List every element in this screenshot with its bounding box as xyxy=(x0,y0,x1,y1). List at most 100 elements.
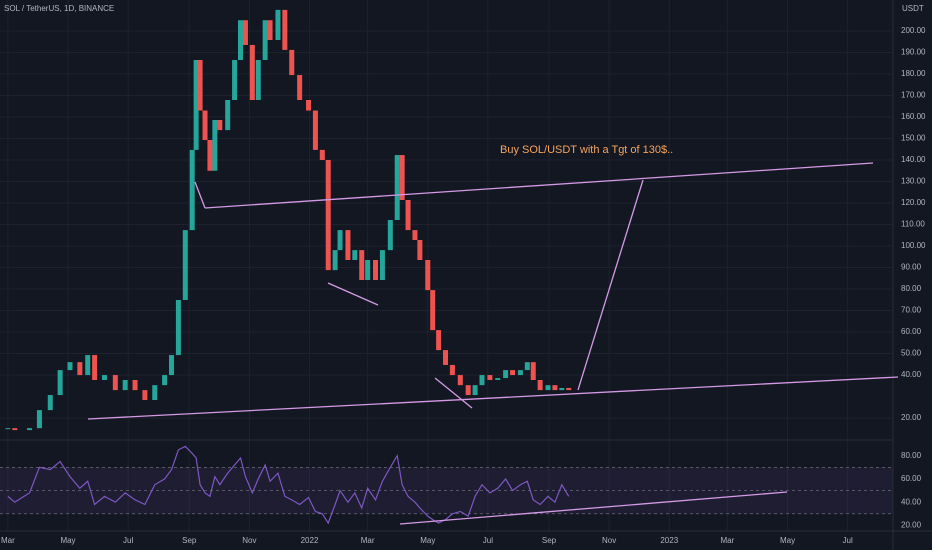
candle xyxy=(255,60,261,100)
y-tick-label: 160.00 xyxy=(901,112,926,121)
y-tick-label: 80.00 xyxy=(901,284,922,293)
x-tick-label: May xyxy=(780,536,795,545)
candle xyxy=(189,149,195,231)
x-tick-label: Sep xyxy=(182,536,197,545)
candle xyxy=(207,140,213,171)
x-tick-label: May xyxy=(420,536,435,545)
y-tick-label: 140.00 xyxy=(901,155,926,164)
candle xyxy=(552,385,558,391)
candle xyxy=(306,100,312,111)
x-tick-label: Jul xyxy=(843,536,853,545)
candle xyxy=(36,410,42,429)
candle xyxy=(217,120,223,131)
y-tick-label: 100.00 xyxy=(901,241,926,250)
candle xyxy=(27,428,33,431)
x-tick-label: 2022 xyxy=(301,536,319,545)
x-tick-label: Sep xyxy=(542,536,557,545)
candle xyxy=(443,350,449,365)
plot xyxy=(5,9,572,525)
x-tick-label: Mar xyxy=(721,536,735,545)
candle xyxy=(524,362,530,371)
candle xyxy=(559,387,565,391)
candle xyxy=(85,355,91,376)
candle xyxy=(479,375,485,386)
candle xyxy=(545,385,551,391)
y-tick-label: 60.00 xyxy=(901,327,922,336)
candle xyxy=(262,20,268,60)
candle xyxy=(465,385,471,396)
y-tick-label: 150.00 xyxy=(901,134,926,143)
candle xyxy=(275,9,281,40)
candle xyxy=(337,230,343,251)
symbol-title: SOL / TetherUS, 1D, BINANCE xyxy=(4,4,114,13)
x-tick-label: Nov xyxy=(602,536,616,545)
candle xyxy=(425,260,431,291)
trendline xyxy=(434,377,473,409)
candle xyxy=(537,380,543,391)
candle xyxy=(132,380,138,391)
candle xyxy=(352,250,358,260)
projection-line xyxy=(577,179,644,391)
candle xyxy=(162,375,168,386)
y-tick-label: 20.00 xyxy=(901,521,922,530)
candle xyxy=(232,60,238,100)
currency: USDT xyxy=(902,4,924,13)
candle xyxy=(197,60,203,111)
candle xyxy=(122,380,128,391)
candle xyxy=(436,330,442,351)
candle xyxy=(359,250,365,280)
candle xyxy=(169,355,175,376)
candle xyxy=(77,362,83,376)
candle xyxy=(182,230,188,300)
candle xyxy=(387,220,393,251)
candle xyxy=(267,20,273,40)
candle xyxy=(394,155,400,220)
candle xyxy=(412,230,418,240)
y-tick-label: 170.00 xyxy=(901,91,926,100)
candle xyxy=(175,300,181,356)
candle xyxy=(12,428,18,431)
y-tick-label: 50.00 xyxy=(901,349,922,358)
candle xyxy=(530,362,536,380)
candle xyxy=(405,200,411,231)
candle xyxy=(249,44,255,100)
candle xyxy=(495,378,501,380)
grid xyxy=(0,0,893,531)
x-tick-label: Mar xyxy=(361,536,375,545)
y-tick-label: 40.00 xyxy=(901,497,922,506)
x-tick-label: Jul xyxy=(483,536,493,545)
y-tick-label: 200.00 xyxy=(901,26,926,35)
candle xyxy=(373,260,379,280)
y-tick-label: 80.00 xyxy=(901,451,922,460)
candle xyxy=(312,110,318,150)
candle xyxy=(319,149,325,160)
candle xyxy=(237,20,243,60)
candle xyxy=(202,110,208,140)
candle xyxy=(67,362,73,371)
y-tick-label: 70.00 xyxy=(901,306,922,315)
candle xyxy=(92,355,98,380)
candle xyxy=(297,75,303,100)
trendline xyxy=(194,181,206,209)
x-tick-label: Mar xyxy=(1,536,15,545)
candle xyxy=(5,428,11,430)
y-tick-label: 190.00 xyxy=(901,48,926,57)
candle xyxy=(193,60,199,150)
y-tick-label: 90.00 xyxy=(901,263,922,272)
candle xyxy=(57,370,63,396)
candle xyxy=(449,364,455,376)
candle xyxy=(152,385,158,400)
rsi-trendline xyxy=(399,491,788,525)
candle xyxy=(517,370,523,376)
candle xyxy=(345,230,351,260)
candle xyxy=(225,100,231,131)
candle xyxy=(566,387,572,391)
trendline xyxy=(87,376,899,420)
x-tick-label: May xyxy=(60,536,75,545)
y-tick-label: 120.00 xyxy=(901,198,926,207)
candle xyxy=(430,290,436,331)
candle xyxy=(417,240,423,260)
candle xyxy=(242,20,248,45)
candle xyxy=(282,9,288,50)
